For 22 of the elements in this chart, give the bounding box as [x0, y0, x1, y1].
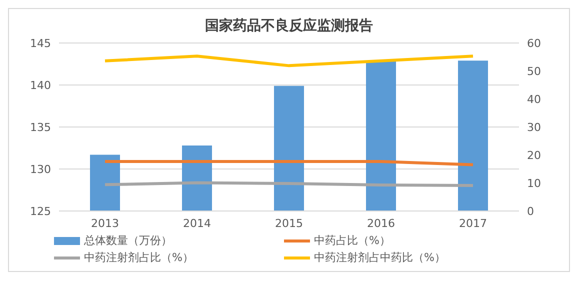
legend-label: 中药占比（%） [314, 233, 390, 248]
y2-tick-label: 50 [527, 64, 541, 78]
y-tick-label: 135 [30, 120, 51, 134]
x-tick-label: 2015 [275, 216, 303, 230]
x-tick-label: 2017 [459, 216, 487, 230]
legend-label: 中药注射剂占中药比（%） [314, 250, 446, 265]
legend-label: 总体数量（万份） [84, 233, 172, 248]
chart-title: 国家药品不良反应监测报告 [204, 17, 374, 35]
y-tick-label: 140 [30, 78, 51, 92]
y2-tick-label: 60 [527, 36, 541, 50]
y-tick-label: 125 [30, 204, 51, 218]
x-tick-label: 2016 [367, 216, 395, 230]
x-tick-label: 2014 [183, 216, 211, 230]
y2-tick-label: 20 [527, 148, 541, 162]
y-tick-label: 145 [30, 36, 51, 50]
y2-tick-label: 30 [527, 120, 541, 134]
y-tick-label: 130 [30, 162, 51, 176]
y2-tick-label: 40 [527, 92, 541, 106]
x-tick-label: 2013 [91, 216, 119, 230]
legend-label: 中药注射剂占比（%） [84, 250, 194, 265]
y2-tick-label: 0 [527, 204, 534, 218]
y2-tick-label: 10 [527, 176, 541, 190]
